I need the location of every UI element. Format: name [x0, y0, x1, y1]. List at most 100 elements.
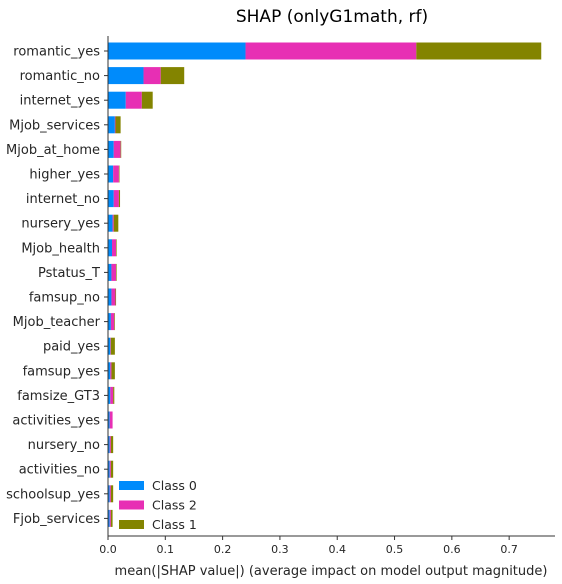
bar-famsize_GT3-series-0 — [108, 386, 111, 404]
bar-Mjob_services-series-0 — [108, 116, 115, 134]
x-tick-label: 0.2 — [214, 543, 232, 556]
bar-activities_yes-series-0 — [108, 411, 110, 429]
x-tick-label: 0.7 — [500, 543, 518, 556]
category-label: Fjob_services — [13, 512, 100, 527]
bar-Mjob_health-series-1 — [112, 239, 117, 257]
bar-Mjob_teacher-series-1 — [110, 313, 115, 331]
bar-paid_yes-series-0 — [108, 337, 111, 355]
bar-schoolsup_yes-series-2 — [110, 485, 114, 503]
bar-famsup_no-series-1 — [111, 288, 116, 306]
legend-label: Class 2 — [152, 498, 197, 513]
x-tick-label: 0.3 — [271, 543, 289, 556]
x-tick-label: 0.0 — [99, 543, 117, 556]
bar-famsup_no-series-0 — [108, 288, 112, 306]
category-label: higher_yes — [29, 168, 100, 183]
bar-nursery_yes-series-2 — [113, 214, 119, 232]
legend-label: Class 1 — [152, 517, 197, 532]
bar-Mjob_services-series-1 — [114, 116, 116, 134]
bar-nursery_yes-series-1 — [112, 214, 114, 232]
bar-Mjob_teacher-series-0 — [108, 313, 111, 331]
bar-internet_no-series-1 — [113, 190, 119, 208]
bar-schoolsup_yes-series-0 — [108, 485, 110, 503]
bar-internet_yes-series-2 — [141, 91, 153, 109]
category-label: nursery_no — [28, 438, 100, 453]
bar-famsize_GT3-series-2 — [113, 386, 115, 404]
bar-romantic_no-series-2 — [160, 67, 185, 85]
bar-nursery_no-series-1 — [109, 436, 111, 454]
x-tick-label: 0.5 — [386, 543, 404, 556]
bar-higher_yes-series-1 — [113, 165, 119, 183]
bar-Fjob_services-series-2 — [110, 509, 113, 527]
category-label: Mjob_at_home — [6, 143, 100, 158]
bar-Mjob_health-series-0 — [108, 239, 113, 257]
category-label: Mjob_health — [21, 241, 100, 256]
bar-nursery_yes-series-0 — [108, 214, 113, 232]
legend-label: Class 0 — [152, 478, 197, 493]
category-label: paid_yes — [43, 340, 100, 355]
x-tick-label: 0.1 — [157, 543, 175, 556]
legend: Class 0 Class 2 Class 1 — [119, 478, 197, 532]
category-label: Mjob_services — [9, 118, 100, 133]
bar-internet_no-series-2 — [118, 190, 121, 208]
category-label: activities_yes — [12, 414, 100, 429]
bar-internet_no-series-0 — [108, 190, 114, 208]
x-tick-label: 0.4 — [328, 543, 346, 556]
bar-famsup_yes-series-0 — [108, 362, 111, 380]
bar-paid_yes-series-1 — [110, 337, 111, 355]
category-label: romantic_no — [20, 69, 100, 84]
category-label: romantic_yes — [13, 45, 100, 60]
bar-romantic_yes-series-0 — [108, 42, 246, 60]
bar-activities_no-series-0 — [108, 460, 110, 478]
bars-group — [108, 42, 542, 527]
bar-Pstatus_T-series-0 — [108, 263, 112, 281]
bar-famsup_no-series-2 — [115, 288, 117, 306]
category-label: schoolsup_yes — [6, 487, 100, 502]
category-label: Mjob_teacher — [13, 315, 101, 330]
legend-swatch — [119, 481, 144, 490]
bar-famsize_GT3-series-1 — [110, 386, 114, 404]
bar-Pstatus_T-series-1 — [111, 263, 117, 281]
category-label: famsup_no — [29, 291, 100, 306]
bar-internet_yes-series-0 — [108, 91, 126, 109]
bar-Fjob_services-series-0 — [108, 509, 110, 527]
bar-Mjob_at_home-series-2 — [120, 140, 122, 158]
bar-paid_yes-series-2 — [110, 337, 115, 355]
x-axis-label: mean(|SHAP value|) (average impact on mo… — [115, 564, 548, 579]
bar-Mjob_at_home-series-0 — [108, 140, 114, 158]
category-label: nursery_yes — [21, 217, 100, 232]
bar-Pstatus_T-series-2 — [116, 263, 117, 281]
category-label: internet_yes — [20, 94, 101, 109]
chart-title: SHAP (onlyG1math, rf) — [236, 7, 428, 27]
bar-higher_yes-series-2 — [118, 165, 120, 183]
bar-Mjob_services-series-2 — [115, 116, 121, 134]
category-label: internet_no — [26, 192, 100, 207]
bar-romantic_no-series-0 — [108, 67, 144, 85]
bar-activities_no-series-1 — [109, 460, 111, 478]
bar-Fjob_services-series-1 — [109, 509, 111, 527]
category-label: Pstatus_T — [38, 266, 100, 281]
legend-swatch — [119, 520, 144, 529]
category-label: activities_no — [19, 463, 100, 478]
x-axis — [107, 36, 555, 537]
bar-romantic_yes-series-1 — [245, 42, 417, 60]
bar-Mjob_at_home-series-1 — [113, 140, 121, 158]
category-labels: romantic_yes romantic_no internet_yes Mjob_… — [6, 45, 108, 527]
bar-Mjob_health-series-2 — [116, 239, 117, 257]
bar-romantic_no-series-1 — [143, 67, 161, 85]
bar-Mjob_teacher-series-2 — [114, 313, 115, 331]
bar-internet_yes-series-1 — [125, 91, 142, 109]
bar-famsup_yes-series-2 — [111, 362, 115, 380]
bar-famsup_yes-series-1 — [110, 362, 112, 380]
x-tick-label: 0.6 — [443, 543, 461, 556]
x-ticks: 0.0 0.1 0.2 0.3 0.4 0.5 0.6 0.7 — [99, 536, 518, 556]
bar-nursery_no-series-2 — [110, 436, 114, 454]
bar-activities_no-series-2 — [110, 460, 114, 478]
category-label: famsup_yes — [23, 364, 101, 379]
category-label: famsize_GT3 — [17, 389, 100, 404]
bar-nursery_no-series-0 — [108, 436, 110, 454]
bar-romantic_yes-series-2 — [416, 42, 542, 60]
legend-swatch — [119, 500, 144, 510]
bar-schoolsup_yes-series-1 — [109, 485, 111, 503]
bar-higher_yes-series-0 — [108, 165, 114, 183]
